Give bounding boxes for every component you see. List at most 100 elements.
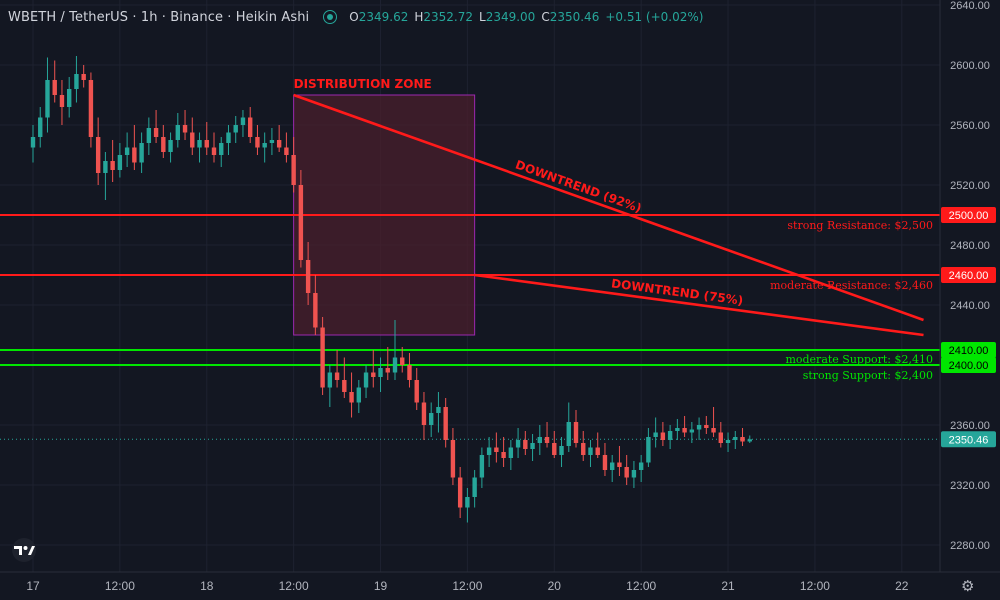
candle-body — [624, 467, 629, 478]
time-tick-label: 21 — [721, 579, 735, 593]
candle-body — [725, 440, 731, 443]
candle-body — [436, 407, 441, 413]
candle-body — [414, 380, 419, 403]
candle-body — [682, 428, 687, 433]
candle-body — [696, 425, 702, 430]
candle-body — [544, 437, 550, 443]
candle-body — [747, 439, 752, 442]
candle-body — [653, 432, 658, 437]
candle-body — [602, 455, 608, 470]
candle-body — [161, 137, 166, 152]
candle-body — [610, 462, 615, 470]
price-change: +0.51 (+0.02%) — [605, 10, 704, 24]
candle-body — [226, 132, 231, 143]
candle-body — [291, 155, 296, 185]
candle-body — [320, 327, 325, 388]
candle-body — [59, 95, 65, 107]
candle-body — [240, 117, 246, 125]
candle-body — [465, 497, 470, 508]
candle-body — [262, 143, 267, 148]
candle-body — [124, 147, 130, 155]
price-tick-label: 2280.00 — [950, 540, 990, 552]
candle-body — [233, 125, 238, 133]
candle-body — [298, 185, 304, 260]
candle-body — [581, 443, 586, 455]
candle-body — [675, 428, 680, 431]
candle-body — [81, 74, 86, 80]
candle-body — [38, 117, 43, 137]
candle-body — [573, 422, 579, 443]
support-level-text: strong Support: $2,400 — [803, 369, 933, 382]
last-price-badge-label: 2350.46 — [949, 434, 989, 446]
price-tick-label: 2600.00 — [950, 60, 990, 72]
candle-body — [704, 425, 709, 428]
candle-body — [153, 128, 159, 137]
resistance-axis-badge — [941, 207, 996, 223]
high-label: H — [414, 10, 424, 24]
time-tick-label: 20 — [548, 579, 562, 593]
candle-body — [537, 437, 542, 443]
price-tick-label: 2440.00 — [950, 300, 990, 312]
candle-body — [508, 447, 514, 458]
resistance-axis-badge — [941, 267, 996, 283]
candle-body — [219, 143, 224, 155]
low-label: L — [479, 10, 486, 24]
support-axis-badge-label: 2400.00 — [949, 360, 989, 372]
candle-body — [501, 452, 506, 458]
candle-body — [88, 80, 94, 137]
candle-body — [552, 443, 557, 455]
candle-body — [197, 140, 202, 148]
resistance-axis-badge-label: 2460.00 — [949, 270, 989, 282]
candle-body — [486, 447, 492, 455]
tradingview-logo-icon[interactable] — [9, 538, 39, 562]
candle-body — [385, 368, 390, 373]
candle-body — [617, 462, 622, 467]
candle-body — [646, 437, 651, 463]
candle-body — [421, 402, 427, 425]
low-value: 2349.00 — [485, 10, 536, 24]
candle-body — [146, 128, 152, 143]
resistance-axis-badge-label: 2500.00 — [949, 210, 989, 222]
trendline — [293, 93, 924, 322]
candle-body — [139, 143, 144, 163]
time-tick-label: 12:00 — [279, 579, 309, 593]
candle-body — [74, 74, 79, 89]
support-level-text: moderate Support: $2,410 — [785, 353, 933, 366]
candle-body — [110, 161, 115, 170]
resistance-level-text: moderate Resistance: $2,460 — [770, 279, 933, 292]
close-label: C — [541, 10, 550, 24]
price-tick-label: 2560.00 — [950, 120, 990, 132]
candle-body — [457, 477, 463, 508]
zone-label: DISTRIBUTION ZONE — [294, 77, 432, 91]
price-tick-label: 2520.00 — [950, 180, 990, 192]
candle-body — [392, 357, 398, 373]
price-tick-label: 2480.00 — [950, 240, 990, 252]
time-axis — [0, 572, 1000, 600]
candle-body — [190, 132, 195, 148]
candle-body — [566, 422, 571, 446]
candle-body — [342, 380, 347, 392]
candle-body — [168, 140, 173, 152]
candle-body — [371, 372, 376, 377]
candle-body — [334, 372, 340, 380]
symbol-title[interactable]: WBETH / TetherUS · 1h · Binance · Heikin… — [8, 9, 310, 25]
candle-body — [523, 440, 528, 449]
candle-body — [276, 140, 282, 148]
candle-body — [117, 155, 123, 170]
candle-body — [472, 477, 477, 497]
candle-body — [595, 447, 600, 455]
resistance-level-text: strong Resistance: $2,500 — [787, 219, 933, 232]
gear-icon[interactable]: ⚙ — [961, 577, 975, 595]
candle-body — [740, 437, 745, 442]
candle-body — [204, 140, 209, 148]
candle-body — [305, 260, 311, 293]
candle-body — [515, 440, 521, 448]
candle-body — [588, 447, 593, 455]
chart-header: WBETH / TetherUS · 1h · Binance · Heikin… — [8, 7, 703, 27]
support-axis-badge — [941, 342, 996, 358]
candle-body — [494, 447, 499, 452]
candle-body — [269, 140, 275, 143]
candle-body — [211, 147, 217, 155]
